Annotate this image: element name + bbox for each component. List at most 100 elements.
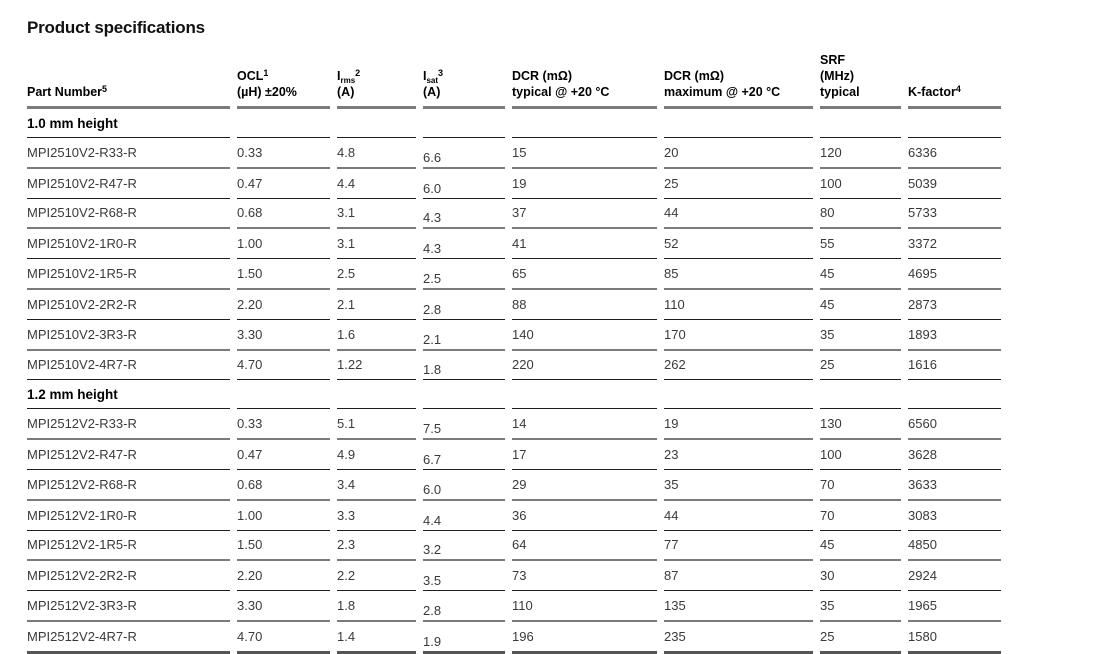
section-spacer-cell <box>664 109 813 138</box>
cell-kfactor: 3628 <box>908 440 1001 470</box>
cell-dcr-max: 135 <box>664 591 813 622</box>
col-header-dcr-typical: DCR (mΩ) typical @ +20 °C <box>512 52 657 109</box>
cell-isat: 3.2 <box>423 531 505 562</box>
cell-dcr-max: 262 <box>664 351 813 381</box>
section-spacer-cell <box>820 380 901 410</box>
cell-irms: 3.4 <box>337 470 416 501</box>
cell-dcr-typ: 29 <box>512 470 657 501</box>
col-header-part-number: Part Number5 <box>27 52 230 109</box>
header-label: DCR (mΩ) <box>664 69 725 83</box>
cell-dcr-max: 235 <box>664 622 813 654</box>
cell-dcr-max: 25 <box>664 169 813 199</box>
table-row: MPI2512V2-3R3-R 3.30 1.8 2.8 110 135 35 1965 <box>27 591 1001 622</box>
cell-kfactor: 5039 <box>908 169 1001 199</box>
table-header: Part Number5 OCL1 (µH) ±20% Irms2 (A) Is… <box>27 52 1001 109</box>
cell-part: MPI2512V2-R68-R <box>27 470 230 501</box>
cell-part: MPI2510V2-1R0-R <box>27 229 230 260</box>
table-row: MPI2512V2-R47-R 0.47 4.9 6.7 17 23 100 3628 <box>27 440 1001 470</box>
cell-dcr-max: 35 <box>664 470 813 501</box>
cell-kfactor: 4695 <box>908 259 1001 290</box>
cell-srf: 45 <box>820 259 901 290</box>
cell-isat: 7.5 <box>423 409 505 441</box>
section-header-row: 1.2 mm height <box>27 380 1001 410</box>
cell-kfactor: 1616 <box>908 351 1001 381</box>
cell-srf: 35 <box>820 320 901 351</box>
cell-irms: 3.1 <box>337 199 416 230</box>
cell-irms: 3.3 <box>337 501 416 531</box>
table-row: MPI2512V2-2R2-R 2.20 2.2 3.5 73 87 30 2924 <box>27 561 1001 592</box>
cell-irms: 1.6 <box>337 320 416 351</box>
cell-dcr-typ: 37 <box>512 199 657 230</box>
cell-part: MPI2512V2-R33-R <box>27 409 230 441</box>
cell-isat: 3.5 <box>423 561 505 592</box>
table-row: MPI2512V2-R68-R 0.68 3.4 6.0 29 35 70 3633 <box>27 470 1001 501</box>
col-header-k-factor: K-factor4 <box>908 52 1001 109</box>
cell-dcr-max: 44 <box>664 199 813 230</box>
section-spacer-cell <box>337 380 416 410</box>
cell-srf: 45 <box>820 290 901 320</box>
cell-dcr-typ: 41 <box>512 229 657 260</box>
cell-isat: 2.8 <box>423 290 505 320</box>
cell-dcr-typ: 19 <box>512 169 657 199</box>
table-body: 1.0 mm height MPI2510V2-R33-R 0.33 4.8 6.6 15… <box>27 109 1001 654</box>
cell-dcr-typ: 15 <box>512 138 657 169</box>
cell-part: MPI2510V2-2R2-R <box>27 290 230 320</box>
header-label: OCL <box>237 69 264 83</box>
col-header-ocl: OCL1 (µH) ±20% <box>237 52 330 109</box>
cell-dcr-typ: 17 <box>512 440 657 470</box>
page-title: Product specifications <box>27 18 205 37</box>
header-units: (A) <box>337 85 355 99</box>
cell-irms: 1.22 <box>337 351 416 381</box>
header-label: Part Number <box>27 85 103 99</box>
cell-isat: 4.3 <box>423 199 505 230</box>
cell-kfactor: 4850 <box>908 531 1001 562</box>
cell-dcr-max: 85 <box>664 259 813 290</box>
table-row: MPI2510V2-4R7-R 4.70 1.22 1.8 220 262 25 1616 <box>27 351 1001 381</box>
cell-kfactor: 3083 <box>908 501 1001 531</box>
spec-table: Part Number5 OCL1 (µH) ±20% Irms2 (A) Is… <box>20 52 1008 654</box>
cell-ocl: 0.47 <box>237 440 330 470</box>
cell-isat: 2.1 <box>423 320 505 351</box>
header-units: (A) <box>423 85 441 99</box>
cell-irms: 4.8 <box>337 138 416 169</box>
subscript: sat <box>426 76 439 85</box>
table-row: MPI2512V2-1R5-R 1.50 2.3 3.2 64 77 45 4850 <box>27 531 1001 562</box>
section-header-row: 1.0 mm height <box>27 109 1001 138</box>
cell-part: MPI2510V2-R68-R <box>27 199 230 230</box>
cell-isat: 4.4 <box>423 501 505 531</box>
table-row: MPI2510V2-R68-R 0.68 3.1 4.3 37 44 80 5733 <box>27 199 1001 230</box>
cell-ocl: 0.68 <box>237 470 330 501</box>
cell-kfactor: 5733 <box>908 199 1001 230</box>
cell-isat: 1.8 <box>423 351 505 381</box>
cell-part: MPI2512V2-R47-R <box>27 440 230 470</box>
cell-srf: 25 <box>820 622 901 654</box>
cell-part: MPI2512V2-4R7-R <box>27 622 230 654</box>
table-row: MPI2510V2-1R0-R 1.00 3.1 4.3 41 52 55 3372 <box>27 229 1001 260</box>
cell-dcr-typ: 14 <box>512 409 657 441</box>
cell-part: MPI2512V2-1R5-R <box>27 531 230 562</box>
cell-srf: 100 <box>820 440 901 470</box>
header-row: Part Number5 OCL1 (µH) ±20% Irms2 (A) Is… <box>27 52 1001 109</box>
section-spacer-cell <box>908 109 1001 138</box>
cell-dcr-typ: 110 <box>512 591 657 622</box>
cell-dcr-typ: 73 <box>512 561 657 592</box>
cell-dcr-typ: 36 <box>512 501 657 531</box>
footnote-superscript: 3 <box>438 68 444 78</box>
cell-kfactor: 2924 <box>908 561 1001 592</box>
col-header-srf: SRF (MHz) typical <box>820 52 901 109</box>
cell-kfactor: 1965 <box>908 591 1001 622</box>
cell-isat: 6.0 <box>423 169 505 199</box>
cell-srf: 70 <box>820 501 901 531</box>
header-units: typical @ +20 °C <box>512 85 610 99</box>
cell-part: MPI2510V2-1R5-R <box>27 259 230 290</box>
cell-kfactor: 1580 <box>908 622 1001 654</box>
section-spacer-cell <box>820 109 901 138</box>
cell-isat: 2.5 <box>423 259 505 290</box>
cell-srf: 120 <box>820 138 901 169</box>
cell-dcr-typ: 65 <box>512 259 657 290</box>
cell-isat: 2.8 <box>423 591 505 622</box>
section-spacer-cell <box>423 380 505 410</box>
table-row: MPI2510V2-R33-R 0.33 4.8 6.6 15 20 120 6336 <box>27 138 1001 169</box>
section-spacer-cell <box>423 109 505 138</box>
col-header-irms: Irms2 (A) <box>337 52 416 109</box>
